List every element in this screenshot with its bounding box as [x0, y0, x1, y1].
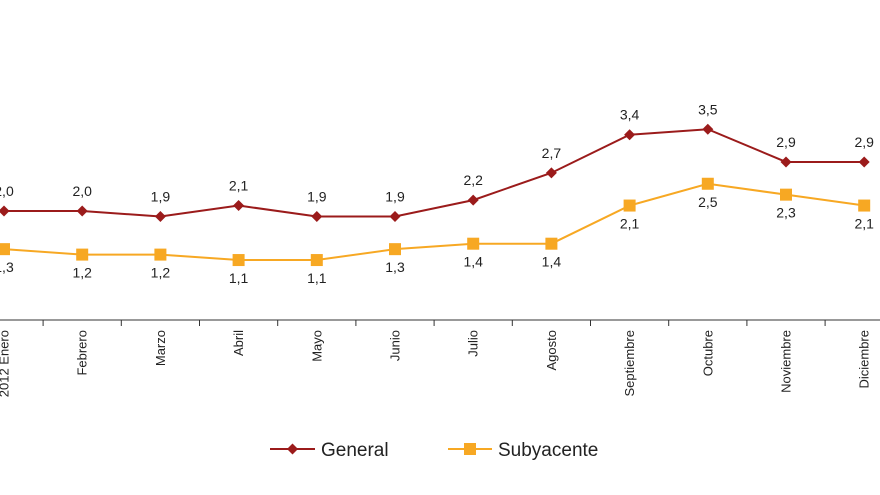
- x-tick-label-diciembre: Diciembre: [857, 330, 872, 389]
- general-value-label-6: 2,2: [463, 172, 483, 188]
- subyacente-value-label-9: 2,5: [698, 194, 718, 210]
- general-point-11: [858, 156, 870, 168]
- general-value-label-0: 2,0: [0, 183, 14, 199]
- general-value-label-3: 2,1: [229, 178, 249, 194]
- x-tick-label-septiembre: Septiembre: [622, 330, 637, 396]
- general-value-label-7: 2,7: [542, 145, 562, 161]
- general-point-3: [233, 200, 245, 212]
- subyacente-value-label-5: 1,3: [385, 259, 405, 275]
- general-point-8: [624, 129, 636, 141]
- x-tick-label-abril: Abril: [231, 330, 246, 356]
- subyacente-point-2: [154, 248, 167, 261]
- subyacente-point-11: [858, 199, 871, 212]
- x-tick-label-2012-enero: 2012 Enero: [0, 330, 12, 397]
- subyacente-point-9: [701, 177, 714, 190]
- series-lines: [3, 128, 865, 262]
- data-labels: 2,0 2,0 1,9 2,1 1,9 1,9 2,2 2,7 3,4 3,5 2,9 2,9 1,3 1…: [0, 101, 874, 286]
- subyacente-point-6: [467, 237, 480, 250]
- general-value-label-9: 3,5: [698, 101, 718, 117]
- general-value-label-4: 1,9: [307, 188, 327, 204]
- x-tick-label-febrero: Febrero: [75, 330, 90, 376]
- subyacente-value-label-4: 1,1: [307, 270, 327, 286]
- general-value-label-2: 1,9: [151, 188, 171, 204]
- subyacente-point-5: [389, 243, 401, 256]
- subyacente-point-3: [232, 254, 245, 267]
- subyacente-point-10: [780, 188, 792, 201]
- general-point-1: [76, 205, 88, 217]
- subyacente-point-7: [545, 237, 558, 250]
- general-point-7: [545, 167, 557, 179]
- subyacente-value-label-11: 2,1: [854, 216, 874, 232]
- subyacente-point-1: [76, 248, 89, 261]
- subyacente-value-label-0: 1,3: [0, 259, 14, 275]
- subyacente-point-8: [623, 199, 636, 212]
- subyacente-line: [3, 182, 865, 262]
- general-point-2: [154, 210, 166, 222]
- subyacente-value-label-7: 1,4: [542, 254, 562, 270]
- x-tick-label-noviembre: Noviembre: [779, 330, 794, 393]
- subyacente-point-0: [0, 243, 10, 256]
- general-point-0: [0, 205, 10, 217]
- subyacente-point-4: [310, 254, 323, 267]
- subyacente-value-label-8: 2,1: [620, 216, 640, 232]
- general-value-label-5: 1,9: [385, 188, 405, 204]
- general-point-9: [702, 123, 714, 135]
- x-axis-tick-labels: 2012 Enero Febrero Marzo Abril Mayo Junio Juli…: [0, 330, 872, 397]
- general-point-5: [389, 210, 401, 222]
- general-value-label-1: 2,0: [72, 183, 92, 199]
- x-tick-label-agosto: Agosto: [544, 330, 559, 370]
- series-markers: [0, 123, 871, 267]
- general-value-label-8: 3,4: [620, 107, 640, 123]
- general-point-6: [467, 194, 479, 206]
- x-tick-label-octubre: Octubre: [700, 330, 715, 376]
- general-value-label-11: 2,9: [854, 134, 874, 150]
- general-point-4: [311, 210, 323, 222]
- subyacente-value-label-6: 1,4: [463, 254, 483, 270]
- x-tick-label-junio: Junio: [388, 330, 403, 361]
- legend-subyacente-label: Subyacente: [498, 440, 598, 461]
- legend-general-label: General: [321, 440, 389, 461]
- legend-general-marker: [287, 443, 298, 455]
- legend-subyacente-marker: [464, 443, 476, 455]
- general-point-10: [780, 156, 792, 168]
- x-axis-ticks: [42, 320, 826, 326]
- legend: General Subyacente: [270, 440, 598, 461]
- x-tick-label-julio: Julio: [466, 330, 481, 357]
- subyacente-value-label-1: 1,2: [72, 265, 92, 281]
- subyacente-value-label-2: 1,2: [151, 265, 171, 281]
- general-value-label-10: 2,9: [776, 134, 796, 150]
- x-tick-label-marzo: Marzo: [153, 330, 168, 366]
- subyacente-value-label-3: 1,1: [229, 270, 249, 286]
- general-line: [4, 128, 865, 218]
- x-tick-label-mayo: Mayo: [309, 330, 324, 362]
- subyacente-value-label-10: 2,3: [776, 205, 796, 221]
